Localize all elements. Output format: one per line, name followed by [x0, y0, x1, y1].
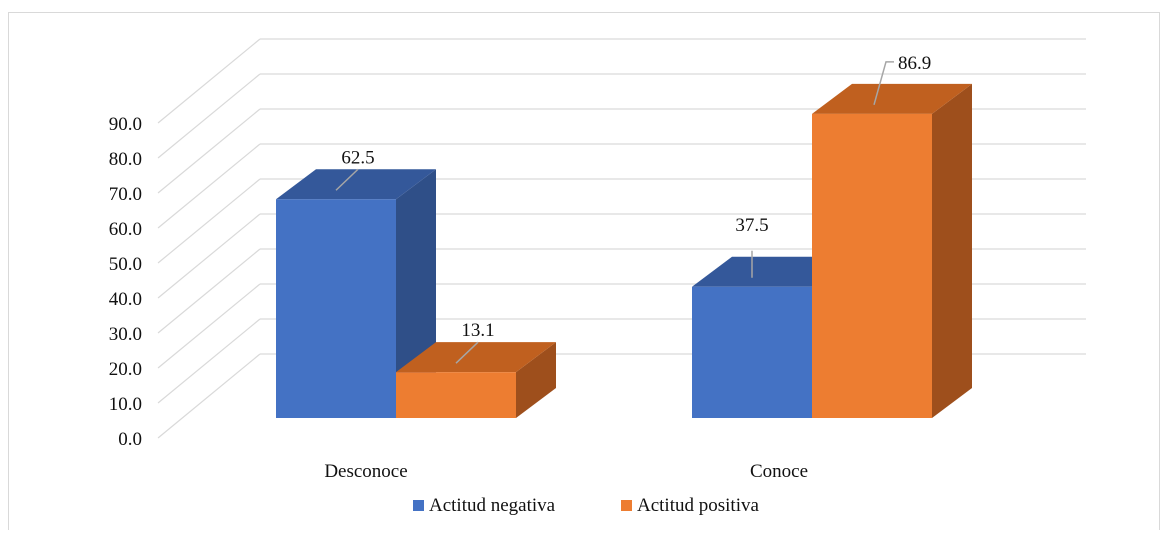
- data-labels: 62.5 13.1 37.5 86.9: [335, 53, 931, 364]
- data-label: 62.5: [341, 147, 374, 168]
- y-tick-label: 20.0: [109, 359, 142, 380]
- gridline-depth: [157, 38, 261, 124]
- bar-front: [396, 372, 516, 418]
- legend: Actitud negativa Actitud positiva: [413, 495, 759, 516]
- gridline-depth: [157, 248, 261, 334]
- data-label: 13.1: [461, 320, 494, 341]
- gridline-depth: [157, 108, 261, 194]
- gridline-depth: [157, 283, 261, 369]
- data-label-group: 13.1: [455, 320, 495, 364]
- bar-front: [692, 286, 812, 418]
- data-label-group: 62.5: [335, 147, 375, 191]
- legend-label: Actitud positiva: [637, 495, 759, 516]
- legend-label: Actitud negativa: [429, 495, 556, 516]
- chart-frame: [8, 12, 1160, 530]
- gridline-depth: [157, 213, 261, 299]
- bar-top: [276, 169, 436, 200]
- bar-desconoce-negativa: [276, 169, 436, 418]
- bar-desconoce-positiva: [396, 342, 556, 418]
- bar-conoce-positiva: [812, 83, 972, 418]
- leader-line: [455, 341, 479, 364]
- legend-swatch: [621, 500, 632, 511]
- y-tick-label: 0.0: [118, 429, 142, 450]
- bar-top: [812, 83, 972, 114]
- y-axis-ticks: 0.0 10.0 20.0 30.0 40.0 50.0 60.0 70.0 80.0 90.0: [109, 114, 142, 450]
- gridline-depth: [157, 73, 261, 159]
- y-tick-label: 70.0: [109, 184, 142, 205]
- bars: [276, 83, 972, 418]
- bar-side: [932, 83, 972, 418]
- y-tick-label: 90.0: [109, 114, 142, 135]
- y-tick-label: 50.0: [109, 254, 142, 275]
- y-tick-label: 80.0: [109, 149, 142, 170]
- data-label-group: 86.9: [873, 53, 931, 106]
- gridline-depth: [157, 143, 261, 229]
- data-label-group: 37.5: [735, 215, 769, 278]
- leader-line: [873, 61, 894, 106]
- x-category-label: Conoce: [750, 461, 808, 482]
- bar-top: [396, 342, 556, 373]
- y-tick-label: 40.0: [109, 289, 142, 310]
- x-axis-categories: Desconoce Conoce: [324, 461, 808, 482]
- y-tick-label: 30.0: [109, 324, 142, 345]
- gridline-depth: [157, 178, 261, 264]
- y-tick-label: 60.0: [109, 219, 142, 240]
- bar-front: [276, 199, 396, 418]
- y-tick-label: 10.0: [109, 394, 142, 415]
- data-label: 86.9: [898, 53, 931, 74]
- legend-item: Actitud negativa: [413, 495, 556, 516]
- leader-line: [335, 168, 359, 191]
- data-label: 37.5: [735, 215, 768, 236]
- legend-swatch: [413, 500, 424, 511]
- legend-item: Actitud positiva: [621, 495, 759, 516]
- bar-side: [516, 342, 556, 418]
- gridline-depth: [157, 318, 261, 404]
- bar-front: [812, 113, 932, 418]
- gridline-depth: [157, 353, 261, 439]
- x-category-label: Desconoce: [324, 461, 407, 482]
